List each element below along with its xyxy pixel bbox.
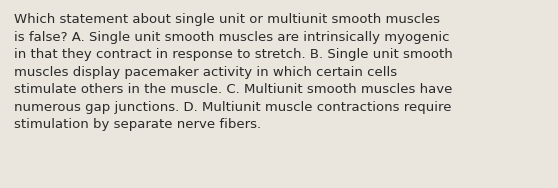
Text: Which statement about single unit or multiunit smooth muscles
is false? A. Singl: Which statement about single unit or mul…: [14, 13, 453, 131]
